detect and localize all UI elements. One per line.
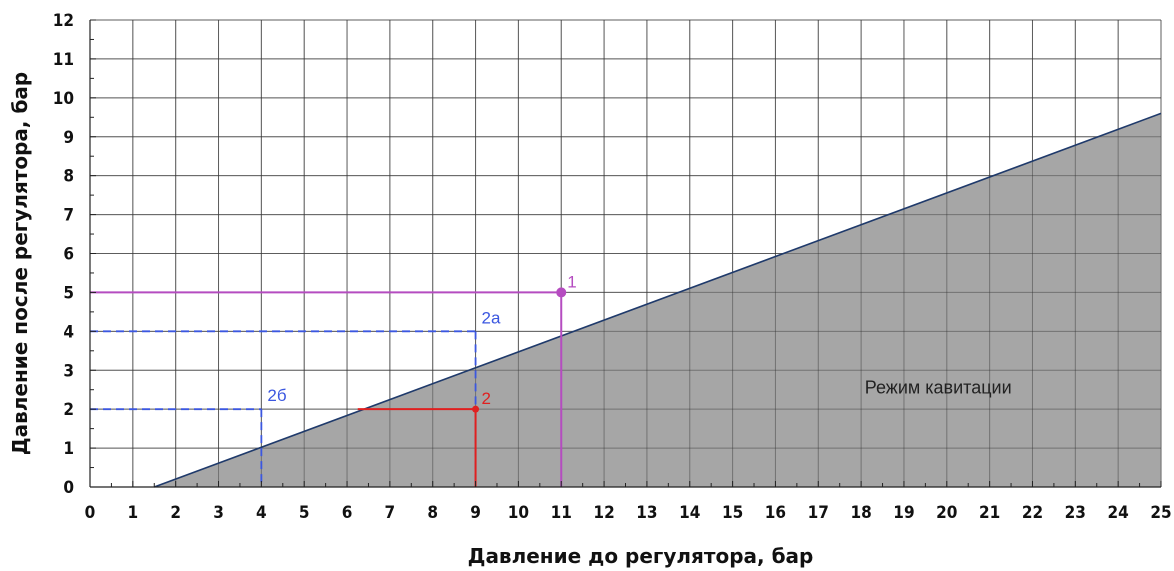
y-tick-label: 10 — [53, 89, 74, 109]
x-tick-label: 11 — [551, 503, 572, 523]
x-tick-label: 13 — [636, 503, 657, 523]
y-tick-label: 0 — [63, 478, 74, 498]
y-tick-label: 4 — [63, 322, 74, 342]
guide-label: 2a — [482, 308, 501, 327]
x-tick-label: 21 — [979, 503, 1000, 523]
y-tick-label: 5 — [63, 283, 74, 303]
x-tick-label: 19 — [893, 503, 914, 523]
y-tick-label: 6 — [63, 245, 74, 265]
x-tick-label: 4 — [256, 503, 267, 523]
x-tick-label: 18 — [850, 503, 871, 523]
y-tick-label: 11 — [53, 50, 74, 70]
x-tick-label: 15 — [722, 503, 743, 523]
x-tick-label: 16 — [765, 503, 786, 523]
x-tick-label: 3 — [213, 503, 224, 523]
guide-label: 2б — [267, 386, 286, 405]
x-tick-label: 7 — [385, 503, 396, 523]
x-tick-label: 1 — [128, 503, 139, 523]
x-axis-title: Давление до регулятора, бар — [468, 544, 814, 568]
data-point — [556, 287, 567, 298]
guide-lines — [90, 291, 563, 487]
point-label: 1 — [567, 272, 576, 291]
axes: 0 1 2 3 4 5 6 7 8 9 10 11 12 13 14 15 16 17 18 19 20 21 22 23 24… — [53, 11, 1172, 523]
y-tick-label: 3 — [63, 361, 74, 381]
x-tick-label: 24 — [1108, 503, 1129, 523]
point-label: 2 — [482, 389, 491, 408]
x-tick-label: 23 — [1065, 503, 1086, 523]
x-tick-label: 20 — [936, 503, 957, 523]
x-tick-label: 22 — [1022, 503, 1043, 523]
cavitation-boundary-line — [153, 112, 1162, 488]
x-tick-label: 25 — [1150, 503, 1171, 523]
y-tick-label: 2 — [63, 400, 74, 420]
y-tick-label: 12 — [53, 11, 74, 31]
x-tick-label: 5 — [299, 503, 310, 523]
y-tick-label: 9 — [63, 128, 74, 148]
x-tick-label: 2 — [170, 503, 181, 523]
data-point — [472, 405, 480, 413]
region-label: Режим кавитации — [865, 378, 1012, 398]
x-tick-label: 12 — [593, 503, 614, 523]
x-tick-label: 0 — [85, 503, 96, 523]
y-tick-label: 7 — [63, 206, 74, 226]
x-tick-label: 14 — [679, 503, 700, 523]
y-tick-label: 8 — [63, 167, 74, 187]
y-axis-title: Давление после регулятора, бар — [8, 72, 32, 455]
x-tick-label: 6 — [342, 503, 353, 523]
annotations: 2a 2б 1 2 Режим кавитации — [267, 272, 1012, 413]
x-tick-label: 17 — [808, 503, 829, 523]
x-tick-label: 10 — [508, 503, 529, 523]
y-tick-label: 1 — [63, 439, 74, 459]
x-tick-label: 8 — [427, 503, 438, 523]
x-tick-label: 9 — [470, 503, 481, 523]
